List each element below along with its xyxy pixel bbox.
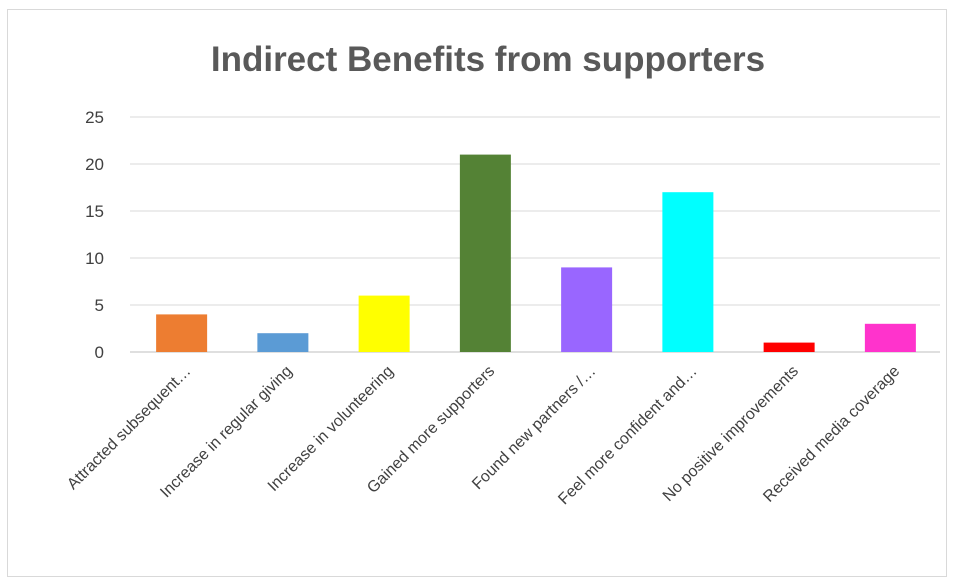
y-tick-label: 25 bbox=[85, 108, 104, 127]
bar bbox=[763, 342, 815, 352]
bar bbox=[358, 295, 410, 352]
y-tick-label: 15 bbox=[85, 202, 104, 221]
bar bbox=[561, 267, 613, 352]
bar bbox=[459, 154, 511, 352]
x-axis-labels: Attracted subsequent…Increase in regular… bbox=[64, 363, 903, 508]
y-axis-ticks: 0 5 10 15 20 25 bbox=[85, 108, 104, 362]
y-tick-label: 20 bbox=[85, 155, 104, 174]
y-tick-label: 5 bbox=[95, 296, 104, 315]
bar bbox=[257, 333, 309, 352]
y-tick-label: 0 bbox=[95, 343, 104, 362]
bars bbox=[156, 154, 916, 352]
chart-title: Indirect Benefits from supporters bbox=[211, 40, 765, 79]
grid-lines bbox=[130, 116, 940, 353]
y-tick-label: 10 bbox=[85, 249, 104, 268]
bar bbox=[156, 314, 208, 352]
bar bbox=[864, 323, 916, 352]
bar bbox=[662, 192, 714, 352]
